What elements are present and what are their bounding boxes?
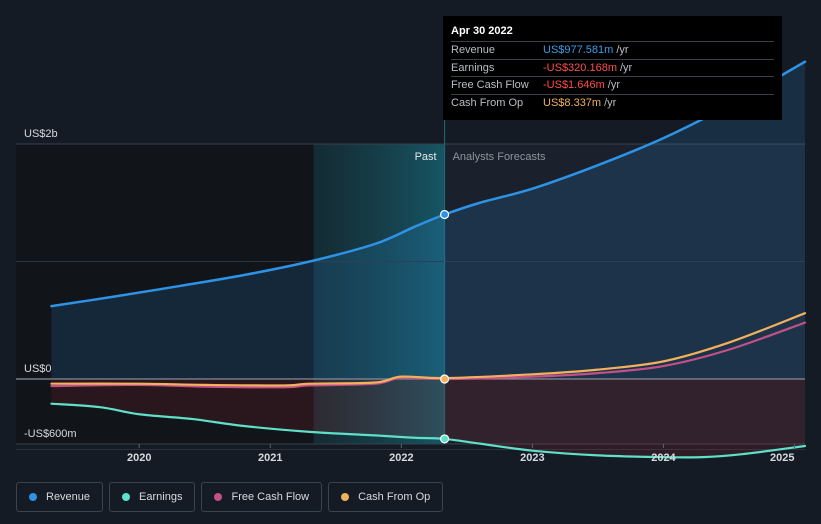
legend-dot-icon — [29, 493, 37, 501]
tooltip-value: -US$1.646m — [543, 79, 605, 92]
legend-label: Revenue — [46, 491, 91, 503]
tooltip-unit: /yr — [616, 44, 629, 57]
legend-dot-icon — [122, 493, 131, 501]
tooltip-unit: /yr — [604, 97, 617, 110]
chart-canvas: US$2b US$0 -US$600m 2020 2021 2022 2023 2024 202… — [16, 16, 807, 464]
legend-dot-icon — [341, 493, 350, 501]
tooltip-panel: Apr 30 2022 Revenue US$977.581m /yr Earn… — [443, 16, 782, 120]
earnings-line — [50, 402, 807, 459]
x-tick-label: 2020 — [127, 452, 151, 464]
revenue-area — [51, 61, 806, 379]
revenue-line — [50, 60, 807, 308]
tooltip-date: Apr 30 2022 — [451, 24, 774, 42]
x-tick-label: 2021 — [258, 452, 282, 464]
legend-item-free-cash-flow[interactable]: Free Cash Flow — [201, 482, 323, 512]
tooltip-row-free-cash-flow: Free Cash Flow -US$1.646m /yr — [451, 77, 774, 95]
x-tick-label: 2023 — [520, 452, 544, 464]
legend: Revenue Earnings Free Cash Flow Cash Fro… — [16, 482, 444, 512]
cash-from-op-line — [50, 312, 807, 387]
y-axis-label: US$2b — [24, 128, 58, 140]
tooltip-value: US$977.581m — [543, 44, 614, 57]
revenue-marker — [439, 209, 450, 220]
tooltip-row-cash-from-op: Cash From Op US$8.337m /yr — [451, 95, 774, 113]
tooltip-label: Cash From Op — [451, 97, 524, 110]
tooltip-label: Earnings — [451, 61, 495, 74]
tooltip-row-earnings: Earnings -US$320.168m /yr — [451, 60, 774, 77]
legend-label: Earnings — [139, 491, 183, 503]
tooltip-value: US$8.337m — [543, 97, 602, 110]
cash-from-op-marker — [439, 374, 450, 384]
x-tick-label: 2025 — [770, 452, 794, 464]
free-cash-flow-line — [50, 321, 807, 389]
history-region — [16, 144, 314, 444]
legend-item-revenue[interactable]: Revenue — [16, 482, 104, 512]
legend-label: Cash From Op — [358, 491, 431, 503]
y-axis-label: -US$600m — [24, 428, 77, 440]
tooltip-value: -US$320.168m — [543, 61, 617, 74]
x-tick-label: 2024 — [651, 452, 676, 464]
earnings-marker — [439, 434, 450, 444]
tooltip-label: Free Cash Flow — [451, 79, 529, 92]
tooltip-label: Revenue — [451, 44, 496, 57]
tooltip-row-revenue: Revenue US$977.581m /yr — [451, 42, 774, 60]
legend-dot-icon — [214, 493, 223, 501]
past-label: Past — [415, 151, 437, 163]
y-axis-label: US$0 — [24, 363, 52, 375]
tooltip-unit: /yr — [607, 79, 620, 92]
forecast-region — [444, 144, 805, 444]
past-highlight-region — [313, 144, 445, 444]
tooltip-unit: /yr — [620, 61, 633, 74]
legend-item-cash-from-op[interactable]: Cash From Op — [328, 482, 444, 512]
legend-item-earnings[interactable]: Earnings — [109, 482, 196, 512]
forecast-label: Analysts Forecasts — [453, 151, 546, 163]
earnings-area — [51, 379, 806, 458]
x-tick-label: 2022 — [389, 452, 413, 464]
legend-label: Free Cash Flow — [231, 491, 310, 503]
